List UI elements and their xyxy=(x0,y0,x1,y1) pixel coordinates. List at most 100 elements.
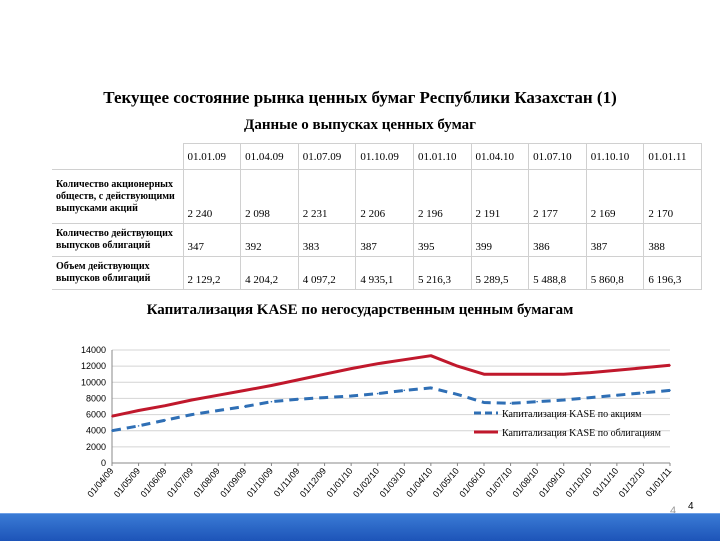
chart-gridlines xyxy=(112,349,670,464)
data-point xyxy=(589,371,592,374)
table-row: Объем действующих выпусков облигаций 2 1… xyxy=(52,256,702,290)
y-tick-label: 4000 xyxy=(86,426,106,436)
table-cell: 387 xyxy=(585,223,645,257)
table-cell: 2 191 xyxy=(470,169,530,224)
table-subtitle: Данные о выпусках ценных бумаг xyxy=(244,117,476,133)
data-point xyxy=(217,394,220,396)
table-cell: 2 177 xyxy=(528,169,587,224)
data-point xyxy=(536,373,538,376)
data-point xyxy=(509,373,512,376)
chart-title: Капитализация KASE по негосударственным … xyxy=(146,302,574,318)
legend-label: Капитализация KASE по акциям xyxy=(502,409,642,420)
data-point xyxy=(244,389,246,392)
y-tick-label: 10000 xyxy=(81,377,106,387)
series-line xyxy=(111,354,671,418)
y-tick-label: 2000 xyxy=(86,442,106,452)
chart-series xyxy=(111,354,671,433)
table-cell: 388 xyxy=(643,223,702,257)
series-line xyxy=(111,386,671,433)
data-point xyxy=(111,429,113,432)
table-cell: 386 xyxy=(528,223,587,257)
data-point xyxy=(483,373,485,376)
date-header: 01.10.09 xyxy=(355,143,414,170)
date-header: 01.07.10 xyxy=(528,143,587,170)
data-point xyxy=(403,358,406,361)
table-cell: 6 196,3 xyxy=(643,256,702,290)
x-tick-label: 01/08/09 xyxy=(192,466,222,499)
y-tick-label: 12000 xyxy=(81,361,106,371)
table-header-row: 01.01.09 01.04.09 01.07.09 01.10.09 01.0… xyxy=(52,143,702,170)
table-cell: 2 196 xyxy=(412,169,472,224)
page-number: 4 xyxy=(688,501,694,512)
x-tick-label: 01/01/11 xyxy=(644,466,674,499)
table-cell: 5 488,8 xyxy=(528,256,587,290)
x-tick-label: 01/04/10 xyxy=(404,466,434,499)
data-point xyxy=(350,395,352,397)
x-tick-label: 01/07/10 xyxy=(484,466,514,499)
data-point xyxy=(509,402,512,405)
chart-legend: Капитализация KASE по акциям Капитализаци… xyxy=(474,409,662,439)
data-point xyxy=(669,364,671,367)
table-corner xyxy=(52,143,184,170)
data-point xyxy=(376,392,379,395)
data-point xyxy=(642,391,645,394)
table-cell: 2 240 xyxy=(182,169,242,224)
table-cell: 4 097,2 xyxy=(297,256,357,290)
x-tick-label: 01/11/09 xyxy=(272,466,302,499)
x-tick-label: 01/10/10 xyxy=(564,466,594,499)
data-point xyxy=(137,425,140,427)
data-point xyxy=(456,393,459,396)
date-header: 01.04.09 xyxy=(240,143,299,170)
data-point xyxy=(376,362,379,365)
data-point xyxy=(616,394,618,396)
y-tick-label: 8000 xyxy=(86,393,106,403)
slide-title: Текущее состояние рынка ценных бумаг Рес… xyxy=(103,88,617,107)
x-tick-label: 01/04/09 xyxy=(85,466,115,499)
data-point xyxy=(456,365,459,367)
data-point xyxy=(270,400,273,403)
table-cell: 387 xyxy=(355,223,414,257)
securities-data-table: 01.01.09 01.04.09 01.07.09 01.10.09 01.0… xyxy=(52,143,702,290)
data-point xyxy=(190,413,193,416)
legend-label: Капитализация KASE по облигациям xyxy=(502,428,662,439)
data-point xyxy=(111,415,113,417)
x-tick-label: 01/09/10 xyxy=(537,466,567,499)
data-point xyxy=(616,369,618,371)
row-label: Количество акционерных обществ, с действ… xyxy=(52,169,184,224)
row-label: Количество действующих выпусков облигаци… xyxy=(52,223,184,257)
x-tick-label: 01/05/10 xyxy=(431,466,461,499)
x-tick-label: 01/02/10 xyxy=(351,466,381,499)
data-point xyxy=(137,409,140,412)
data-point xyxy=(323,396,326,399)
data-point xyxy=(297,398,299,401)
x-tick-label: 01/03/10 xyxy=(378,466,408,499)
footer-bar xyxy=(0,513,720,541)
table-cell: 395 xyxy=(412,223,472,257)
x-tick-label: 01/12/09 xyxy=(298,466,328,499)
x-axis: 01/04/0901/05/0901/06/0901/07/0901/08/09… xyxy=(85,462,674,499)
table-cell: 2 169 xyxy=(585,169,645,224)
table-cell: 2 206 xyxy=(355,169,414,224)
x-tick-label: 01/10/09 xyxy=(245,466,275,499)
y-tick-label: 0 xyxy=(101,458,106,468)
data-point xyxy=(244,405,246,408)
table-cell: 2 231 xyxy=(297,169,357,224)
date-header: 01.01.10 xyxy=(412,143,472,170)
data-point xyxy=(164,419,166,422)
table-cell: 4 935,1 xyxy=(355,256,414,290)
date-header: 01.10.10 xyxy=(585,143,645,170)
data-point xyxy=(536,400,538,403)
table-cell: 383 xyxy=(297,223,357,257)
data-point xyxy=(562,399,565,401)
x-tick-label: 01/11/10 xyxy=(591,466,621,499)
x-tick-label: 01/01/10 xyxy=(324,466,354,499)
date-header: 01.07.09 xyxy=(297,143,357,170)
page-number-ghost: 4 xyxy=(670,505,677,517)
x-tick-label: 01/05/09 xyxy=(112,466,142,499)
x-tick-label: 01/07/09 xyxy=(165,466,195,499)
data-point xyxy=(190,399,193,401)
date-header: 01.01.11 xyxy=(643,143,702,170)
table-cell: 5 860,8 xyxy=(585,256,645,290)
table-cell: 2 098 xyxy=(240,169,299,224)
x-tick-label: 01/09/09 xyxy=(218,466,248,499)
